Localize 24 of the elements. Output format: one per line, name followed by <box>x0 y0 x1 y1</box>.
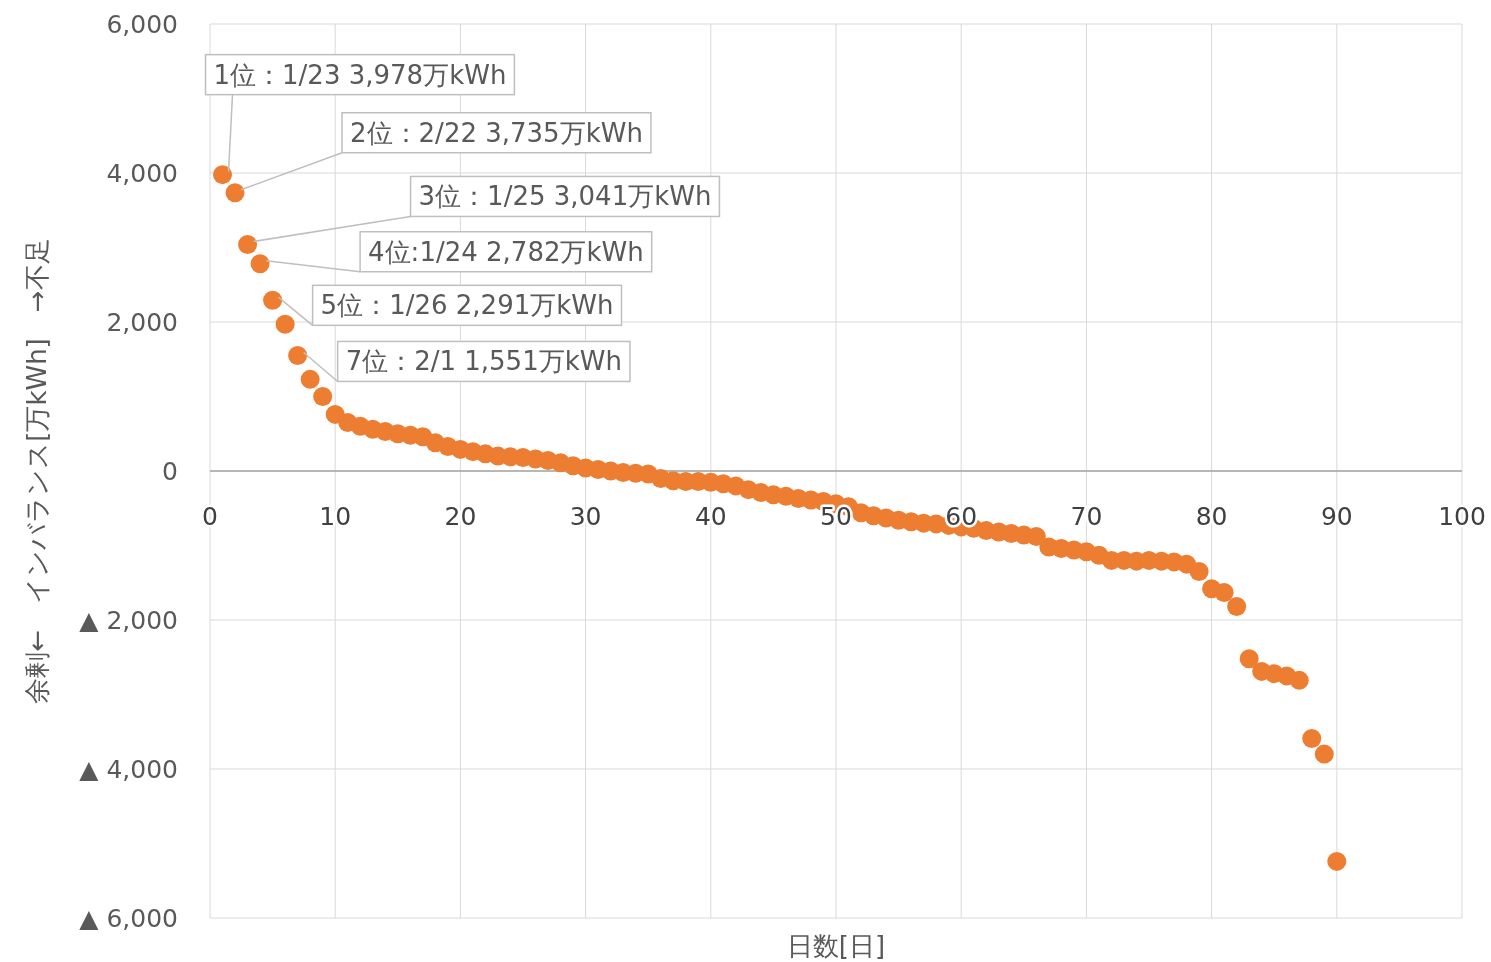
x-tick-label: 90 <box>1320 502 1353 531</box>
x-axis-title: 日数[日] <box>786 931 886 961</box>
y-tick-label: ▲ 6,000 <box>79 904 178 933</box>
y-tick-label: 4,000 <box>106 159 178 188</box>
annotation: 1位：1/23 3,978万kWh <box>213 59 507 90</box>
y-tick-label: 6,000 <box>106 10 178 39</box>
y-tick-label: ▲ 4,000 <box>79 755 178 784</box>
x-tick-label: 0 <box>202 502 218 531</box>
x-tick-label: 80 <box>1195 502 1228 531</box>
x-tick-label: 70 <box>1070 502 1103 531</box>
annotation: 2位：2/22 3,735万kWh <box>350 117 643 148</box>
annotation: 5位：1/26 2,291万kWh <box>320 290 614 321</box>
x-tick-label: 100 <box>1438 502 1486 531</box>
y-tick-label: ▲ 2,000 <box>79 606 178 635</box>
y-tick-label: 0 <box>162 457 178 486</box>
x-tick-label: 20 <box>444 502 477 531</box>
x-tick-label: 30 <box>569 502 602 531</box>
x-tick-label: 40 <box>694 502 727 531</box>
y-tick-label: 2,000 <box>106 308 178 337</box>
y-axis-title: 余剰← インバランス[万kWh] →不足 <box>22 238 52 704</box>
x-tick-label: 10 <box>319 502 352 531</box>
annotation: 7位：2/1 1,551万kWh <box>345 346 622 377</box>
annotation: 4位:1/24 2,782万kWh <box>368 236 644 267</box>
annotation: 3位：1/25 3,041万kWh <box>418 181 712 212</box>
